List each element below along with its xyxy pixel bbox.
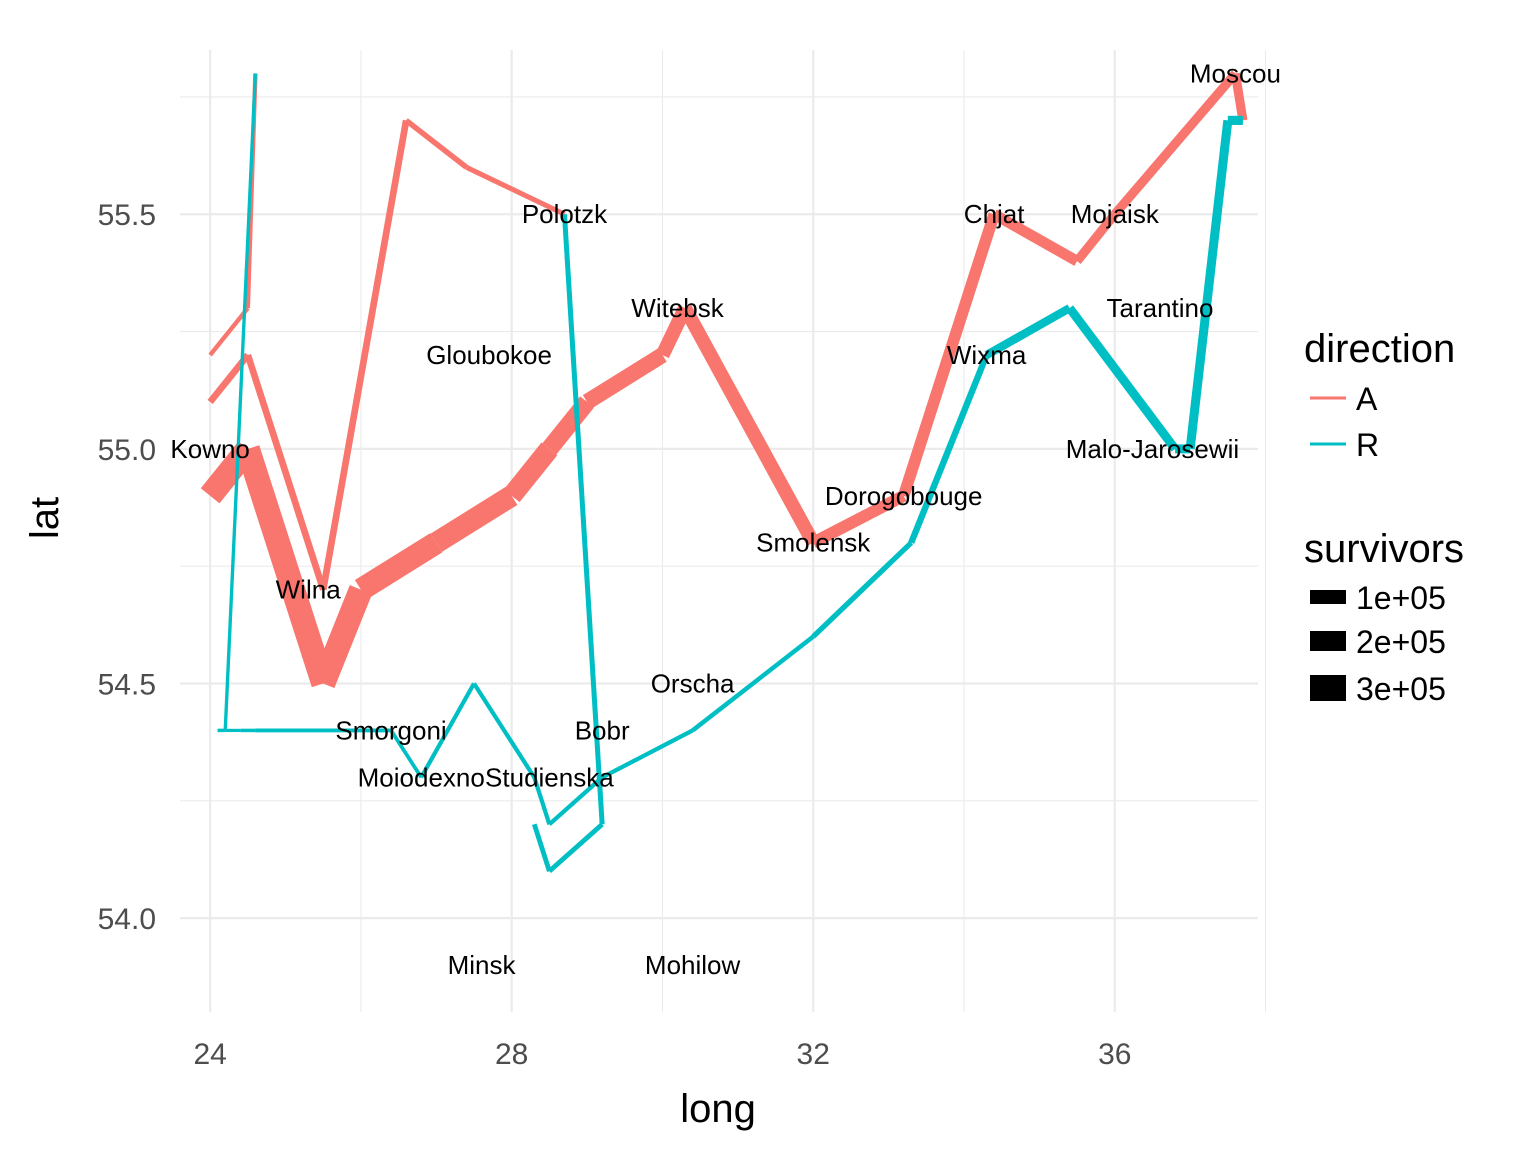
city-label: Kowno xyxy=(170,434,250,464)
path-segment xyxy=(547,775,604,826)
path-segment xyxy=(208,306,250,357)
path-segment xyxy=(811,540,914,639)
path-r-group-1 xyxy=(217,115,1243,826)
path-segment xyxy=(354,533,443,600)
city-label: Gloubokoe xyxy=(426,340,552,370)
axes: long lat 24 28 32 36 54.0 54.5 55.0 55.5 xyxy=(23,199,1131,1131)
legend-label-1e05: 1e+05 xyxy=(1356,580,1446,616)
city-label: Witebsk xyxy=(631,293,724,323)
city-label: Mojaisk xyxy=(1071,199,1160,229)
city-label: Minsk xyxy=(448,950,517,980)
path-segment xyxy=(1230,72,1248,122)
legend-label-2e05: 2e+05 xyxy=(1356,624,1446,660)
path-segment xyxy=(1185,119,1233,450)
path-segment xyxy=(984,304,1072,359)
legend-survivors-entry-2: 2e+05 xyxy=(1310,624,1446,660)
legend-label-a: A xyxy=(1356,381,1378,417)
x-tick-label: 32 xyxy=(797,1038,830,1071)
path-segment xyxy=(810,490,907,549)
city-label: Bobr xyxy=(575,715,630,745)
path-segment xyxy=(465,165,566,217)
path-segment xyxy=(656,305,692,359)
city-labels: Kowno Wilna Smorgoni Moiodexno Gloubokoe Mins… xyxy=(170,58,1281,980)
path-segment xyxy=(547,822,604,874)
path-segment xyxy=(430,486,518,552)
path-segment xyxy=(1065,305,1179,452)
y-tick-label: 55.0 xyxy=(98,434,156,467)
path-segment xyxy=(991,209,1080,266)
city-label: Moscou xyxy=(1190,58,1281,88)
path-segment xyxy=(908,353,990,544)
y-tick-label: 54.5 xyxy=(98,669,156,702)
troop-paths xyxy=(200,70,1248,874)
path-segment xyxy=(312,585,373,688)
city-label: Smolensk xyxy=(756,528,871,558)
path-segment xyxy=(244,353,327,591)
legend-label-3e05: 3e+05 xyxy=(1356,671,1446,707)
path-segment xyxy=(472,682,537,779)
path-segment xyxy=(419,682,476,779)
path-segment xyxy=(582,348,667,409)
legend-survivors-title: survivors xyxy=(1304,527,1464,571)
city-label: Chjat xyxy=(964,199,1025,229)
x-tick-label: 24 xyxy=(193,1038,226,1071)
city-label: Mohilow xyxy=(645,950,741,980)
path-segment xyxy=(531,823,552,872)
legend-direction-entry-r: R xyxy=(1310,427,1379,463)
y-tick-label: 55.5 xyxy=(98,199,156,232)
city-label: Tarantino xyxy=(1107,293,1214,323)
city-label: Studienska xyxy=(485,762,614,792)
path-segment xyxy=(679,304,820,547)
path-segment xyxy=(389,729,423,779)
city-label: Wilna xyxy=(276,575,342,605)
path-segment xyxy=(898,212,1000,498)
y-axis-title: lat xyxy=(23,497,67,539)
path-segment xyxy=(532,776,552,825)
city-label: Smorgoni xyxy=(335,715,446,745)
x-tick-label: 28 xyxy=(495,1038,528,1071)
path-segment xyxy=(236,445,335,688)
path-segment xyxy=(404,118,469,170)
city-label: Polotzk xyxy=(522,199,608,229)
path-segment xyxy=(223,73,258,731)
city-label: Wixma xyxy=(947,340,1027,370)
path-a-group-1 xyxy=(200,70,1248,688)
legend: direction A R survivors 1e+05 2e+05 3e+0… xyxy=(1304,327,1464,707)
legend-direction-title: direction xyxy=(1304,327,1455,371)
city-label: Dorogobouge xyxy=(825,481,983,511)
path-segment xyxy=(542,396,595,455)
path-segment xyxy=(1073,211,1119,265)
x-tick-label: 36 xyxy=(1098,1038,1131,1071)
city-label: Orscha xyxy=(651,669,735,699)
grid xyxy=(180,50,1267,1012)
path-segment xyxy=(601,728,694,780)
city-label: Moiodexno xyxy=(358,762,485,792)
path-segment xyxy=(691,634,815,733)
x-axis-title: long xyxy=(680,1087,756,1131)
city-label: Malo-Jarosewii xyxy=(1066,434,1239,464)
y-tick-label: 54.0 xyxy=(98,903,156,936)
path-segment xyxy=(1111,70,1239,218)
path-segment xyxy=(503,442,558,503)
legend-direction-entry-a: A xyxy=(1310,381,1378,417)
legend-survivors-entry-1: 1e+05 xyxy=(1310,580,1446,616)
path-segment xyxy=(319,119,410,591)
legend-label-r: R xyxy=(1356,427,1379,463)
path-r-group-3 xyxy=(217,73,258,733)
path-segment xyxy=(561,214,605,825)
legend-survivors-entry-3: 3e+05 xyxy=(1310,671,1446,707)
path-r-group-2 xyxy=(531,214,605,874)
